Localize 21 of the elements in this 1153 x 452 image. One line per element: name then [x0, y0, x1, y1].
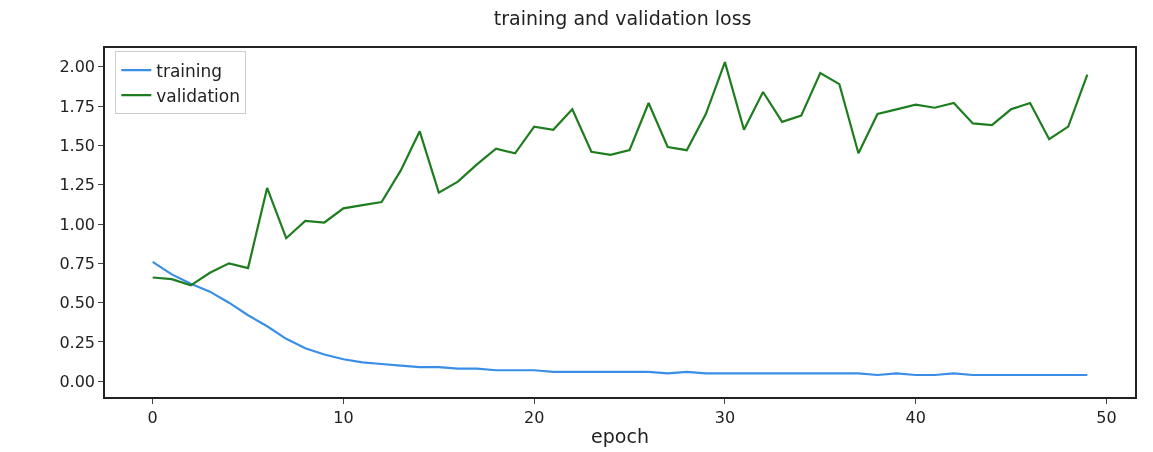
line-series — [151, 260, 1089, 377]
x-tick-label: 0 — [147, 407, 158, 427]
legend-label: validation — [156, 85, 240, 106]
y-tick-label: 2.00 — [59, 57, 96, 77]
y-tick-label: 0.50 — [59, 293, 96, 313]
y-tick-label: 1.00 — [59, 214, 96, 234]
x-axis-title: epoch — [591, 425, 649, 448]
legend-label: training — [156, 60, 223, 81]
x-tick-label: 50 — [1096, 407, 1117, 427]
y-tick-label: 1.75 — [59, 96, 96, 116]
y-tick-label: 0.00 — [59, 371, 96, 391]
y-tick-label: 0.75 — [59, 253, 96, 273]
y-tick-label: 0.25 — [59, 332, 96, 352]
y-tick-label: 1.50 — [59, 136, 96, 156]
x-tick-label: 20 — [523, 407, 545, 427]
x-tick-label: 10 — [333, 407, 354, 427]
chart-title: training and validation loss — [493, 6, 752, 29]
x-tick-label: 30 — [714, 407, 736, 427]
x-tick-label: 40 — [905, 407, 926, 427]
y-tick-label: 1.25 — [59, 175, 96, 195]
line-series — [151, 61, 1089, 287]
